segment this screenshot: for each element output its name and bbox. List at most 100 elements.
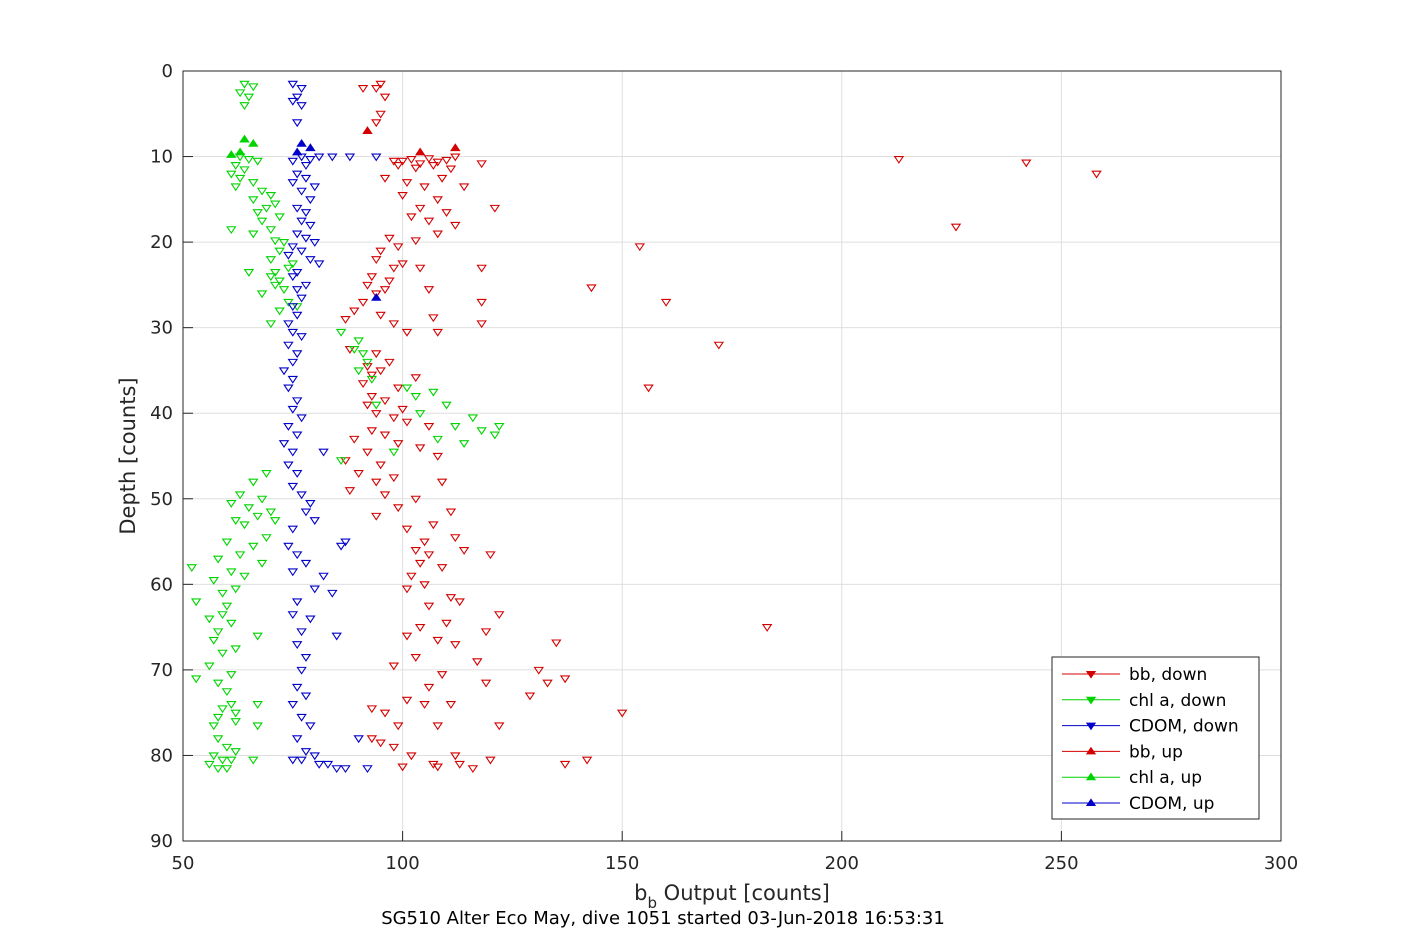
x-tick-label: 100 xyxy=(385,853,419,874)
data-point xyxy=(480,679,492,688)
data-point xyxy=(226,701,237,709)
data-point xyxy=(371,119,382,128)
data-point xyxy=(450,752,461,761)
data-point xyxy=(331,765,342,774)
data-point xyxy=(221,743,233,752)
data-point xyxy=(436,478,448,487)
data-point xyxy=(287,701,299,709)
data-point xyxy=(357,298,369,307)
data-point xyxy=(230,183,241,192)
data-point xyxy=(300,209,312,217)
data-point xyxy=(401,525,413,534)
legend-label: CDOM, down xyxy=(1129,717,1239,737)
legend-label: bb, up xyxy=(1129,742,1183,762)
data-point xyxy=(428,162,439,170)
data-point xyxy=(366,427,378,436)
data-point xyxy=(256,495,268,504)
data-point xyxy=(226,568,237,577)
data-point xyxy=(414,559,426,568)
data-point xyxy=(212,765,224,774)
data-point xyxy=(371,478,382,487)
data-point xyxy=(239,521,250,530)
plot-frame xyxy=(182,70,1282,842)
data-point xyxy=(239,102,250,110)
data-point xyxy=(270,200,281,209)
data-point xyxy=(581,756,593,765)
data-point xyxy=(283,298,294,307)
data-point xyxy=(313,153,325,162)
data-point xyxy=(410,164,422,173)
data-point xyxy=(414,444,426,453)
data-point xyxy=(278,239,290,247)
legend-item: chl a, down xyxy=(1062,691,1226,711)
data-point xyxy=(344,153,356,162)
data-point xyxy=(265,191,277,200)
data-point xyxy=(287,611,299,620)
data-point xyxy=(204,760,215,769)
data-point xyxy=(379,709,391,718)
data-point xyxy=(296,102,307,110)
data-point xyxy=(414,410,426,418)
data-point xyxy=(296,756,307,765)
data-point xyxy=(305,722,316,731)
data-point xyxy=(252,701,263,709)
x-axis-label-rest: Output [counts] xyxy=(657,881,830,905)
data-point xyxy=(586,284,597,293)
data-point xyxy=(283,384,294,393)
legend-item: chl a, up xyxy=(1062,768,1202,788)
data-point xyxy=(265,273,277,282)
data-point xyxy=(349,307,360,316)
x-tick-label: 300 xyxy=(1264,853,1298,874)
data-point xyxy=(287,273,299,282)
data-point xyxy=(419,538,430,547)
data-point xyxy=(296,187,307,196)
data-point xyxy=(287,303,299,312)
data-point xyxy=(428,314,439,323)
legend-marker xyxy=(1085,798,1097,807)
data-point xyxy=(432,452,443,461)
chart-title: SG510 Alter Eco May, dive 1051 started 0… xyxy=(381,908,945,929)
data-point xyxy=(388,448,400,457)
data-point xyxy=(384,234,395,243)
data-point xyxy=(287,179,299,187)
data-point xyxy=(467,414,479,423)
data-point xyxy=(300,692,312,701)
data-point xyxy=(291,311,303,320)
data-point xyxy=(362,126,373,134)
data-point xyxy=(634,243,645,252)
data-point xyxy=(375,367,386,376)
data-point xyxy=(300,281,312,290)
data-point xyxy=(660,298,672,307)
data-point xyxy=(243,93,255,102)
data-point xyxy=(476,298,487,307)
data-point xyxy=(388,474,400,483)
data-point xyxy=(392,384,404,393)
data-point xyxy=(212,735,224,744)
data-point xyxy=(287,525,299,534)
data-point xyxy=(212,713,224,722)
data-point xyxy=(458,183,470,192)
data-point xyxy=(221,765,233,774)
data-point xyxy=(379,397,391,406)
data-point xyxy=(375,461,386,470)
data-point xyxy=(353,337,364,346)
data-point xyxy=(248,478,259,487)
data-point xyxy=(340,538,351,547)
data-point xyxy=(226,170,237,179)
data-point xyxy=(291,286,303,294)
data-point xyxy=(261,204,272,213)
data-point xyxy=(445,701,457,709)
data-point xyxy=(230,718,241,726)
data-point xyxy=(248,138,259,147)
data-point xyxy=(252,209,263,217)
data-point xyxy=(423,602,435,611)
data-point xyxy=(248,230,259,239)
data-point xyxy=(309,585,320,594)
data-point xyxy=(340,316,351,324)
data-point xyxy=(401,632,413,641)
data-point xyxy=(300,174,312,183)
data-point xyxy=(265,256,277,264)
legend-label: CDOM, up xyxy=(1129,794,1214,814)
data-point xyxy=(248,196,259,205)
data-point xyxy=(1021,159,1032,168)
